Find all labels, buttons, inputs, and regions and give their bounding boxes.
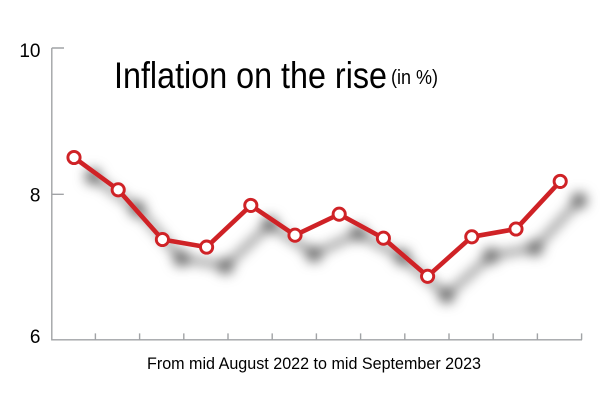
svg-text:From mid August 2022 to mid Se: From mid August 2022 to mid September 20…	[147, 354, 481, 373]
svg-text:10: 10	[19, 41, 40, 62]
svg-text:6: 6	[30, 327, 41, 348]
svg-text:(in %): (in %)	[391, 67, 438, 89]
svg-text:8: 8	[30, 185, 41, 206]
svg-text:Inflation on the rise: Inflation on the rise	[114, 54, 387, 96]
